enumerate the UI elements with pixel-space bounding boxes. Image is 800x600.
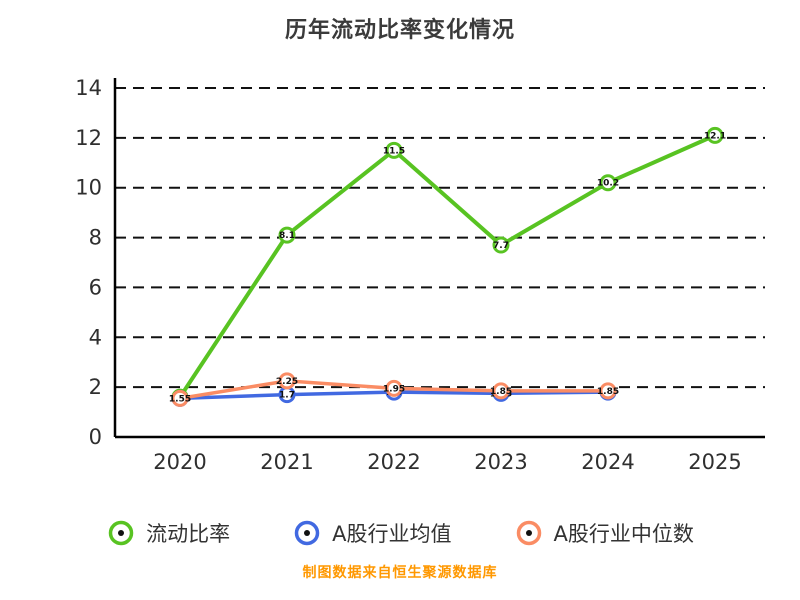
data-point	[706, 126, 724, 144]
legend-item-0[interactable]: 流动比率	[106, 518, 230, 548]
data-point	[385, 141, 403, 159]
data-point	[599, 382, 617, 400]
svg-text:12: 12	[75, 126, 102, 150]
svg-text:2020: 2020	[153, 450, 206, 474]
x-axis-labels: 2020 2021 2022 2023 2024 2025	[153, 450, 741, 474]
data-point-label: 12.1	[704, 131, 726, 141]
chart-title: 历年流动比率变化情况	[284, 18, 515, 43]
legend-label: A股行业中位数	[553, 522, 694, 546]
svg-text:2: 2	[89, 375, 102, 399]
data-point-label: 1.85	[597, 387, 619, 397]
data-point-label: 2.25	[276, 377, 298, 387]
svg-text:2021: 2021	[260, 450, 313, 474]
legend-marker-icon	[516, 520, 541, 546]
legend-item-2[interactable]: A股行业中位数	[514, 518, 694, 548]
data-point	[278, 226, 296, 244]
data-point	[599, 174, 617, 192]
svg-text:2024: 2024	[581, 450, 634, 474]
data-point-label: 1.7	[279, 391, 295, 401]
gridlines	[115, 87, 765, 389]
data-point	[385, 379, 403, 397]
data-point-label: 1.95	[383, 384, 405, 394]
series-line-0: 1.68.111.57.710.212.1	[171, 126, 726, 406]
svg-text:0: 0	[89, 425, 102, 449]
chart-legend: 流动比率 A股行业均值 A股行业中位数	[0, 518, 800, 548]
svg-text:2022: 2022	[367, 450, 420, 474]
data-point	[492, 236, 510, 254]
y-axis-labels: 0 2 4 6 8 10 12 14	[75, 76, 102, 449]
data-point-label: 10.2	[597, 179, 619, 189]
axes	[113, 78, 765, 439]
legend-label: 流动比率	[146, 522, 231, 546]
line-chart-canvas: 024681012142020202120222023202420251.68.…	[75, 76, 765, 474]
legend-label: A股行业均值	[332, 522, 452, 546]
svg-text:2023: 2023	[474, 450, 527, 474]
svg-text:2025: 2025	[688, 450, 741, 474]
data-point-label: 8.1	[279, 231, 295, 241]
svg-text:4: 4	[89, 325, 102, 349]
data-point	[171, 389, 189, 407]
footer-note: 制图数据来自恒生聚源数据库	[302, 565, 498, 581]
data-point-label: 1.85	[490, 387, 512, 397]
legend-item-1[interactable]: A股行业均值	[292, 518, 452, 548]
legend-marker-icon	[294, 520, 320, 546]
svg-text:6: 6	[89, 275, 102, 299]
series-line-2: 1.55 2.25 1.95 1.85 1.85	[169, 372, 619, 407]
svg-text:14: 14	[75, 76, 102, 100]
data-point	[492, 382, 510, 400]
data-point	[278, 372, 296, 390]
svg-text:10: 10	[75, 176, 102, 200]
svg-text:8: 8	[89, 226, 102, 250]
data-point-label: 7.7	[493, 241, 509, 251]
data-point-label: 1.55	[169, 394, 191, 404]
legend-marker-icon	[108, 520, 134, 546]
data-point-label: 11.5	[383, 146, 405, 156]
